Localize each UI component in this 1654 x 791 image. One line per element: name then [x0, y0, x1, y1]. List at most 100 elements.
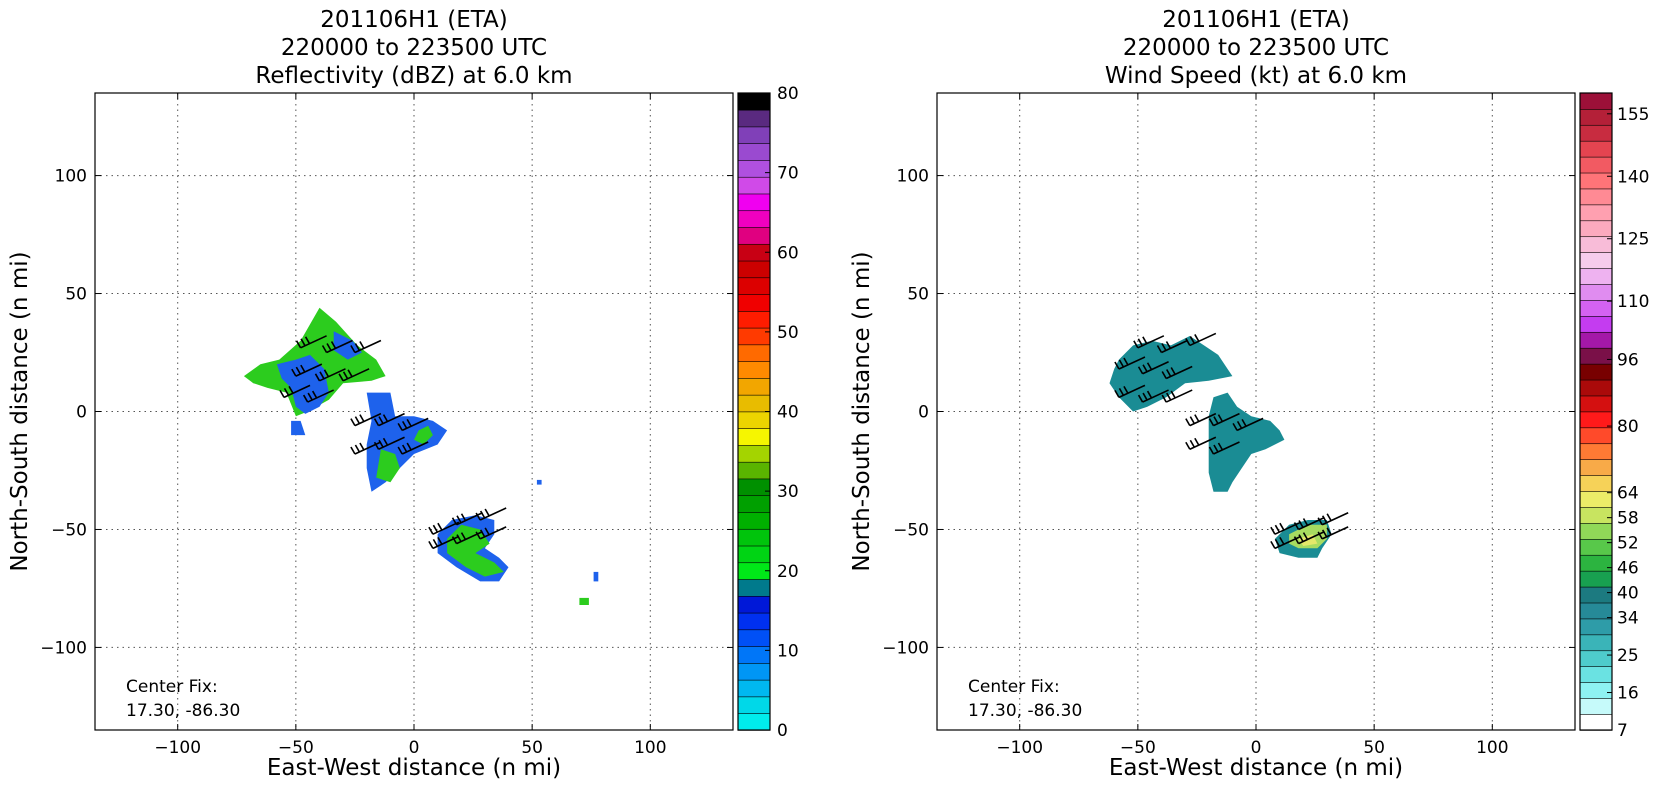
colorbar-segment [1579, 427, 1613, 445]
x-axis-label: East-West distance (n mi) [267, 755, 561, 781]
y-tick-label: −100 [882, 638, 929, 658]
chart-title-line: 220000 to 223500 UTC [281, 35, 547, 61]
echo-region [1109, 336, 1233, 412]
colorbar-segment [1579, 315, 1613, 333]
colorbar-segment [737, 662, 771, 681]
wind-barb-flag [1185, 418, 1191, 427]
wind-barb [1232, 417, 1264, 432]
colorbar-tick-label: 25 [1617, 646, 1639, 666]
wind-barb-flag [1217, 442, 1224, 451]
wind-barb-flag [1161, 343, 1167, 351]
wind-barb-flag [1166, 392, 1172, 401]
wind-barb [451, 530, 483, 545]
wind-barb-flag [1189, 439, 1196, 448]
colorbar-segment [1579, 347, 1613, 365]
wind-barb-flag [382, 437, 389, 446]
wind-barb-flag [330, 341, 337, 349]
y-axis-label: North-South distance (n mi) [7, 251, 33, 571]
colorbar-segment [1579, 156, 1613, 174]
wind-barb-flag [406, 418, 412, 427]
echo-region [536, 479, 542, 485]
colorbar-segment [737, 411, 771, 429]
x-tick-label: −100 [154, 738, 201, 758]
colorbar-segment [737, 595, 771, 614]
chart-panel-1: 201106H1 (ETA)220000 to 223500 UTCReflec… [7, 7, 799, 781]
colorbar-segment [1579, 172, 1613, 190]
colorbar-tick-label: 40 [1617, 584, 1639, 604]
colorbar-tick-label: 70 [777, 164, 799, 184]
wind-barb-flag [1317, 531, 1323, 540]
colorbar-tick-label: 96 [1617, 350, 1639, 370]
wind-barb-flag [1274, 538, 1281, 547]
colorbar-segment [737, 293, 771, 312]
wind-barb-flag [397, 422, 403, 431]
wind-barb-flag [1189, 336, 1196, 344]
wind-barb-flag [1146, 362, 1153, 371]
wind-barb-flag [1302, 532, 1309, 541]
wind-barb-flag [350, 418, 356, 427]
wind-barb-flag [437, 536, 443, 545]
x-tick-label: 50 [1363, 738, 1385, 758]
wind-barb-flag [456, 534, 462, 543]
wind-barb [295, 335, 327, 349]
colorbar-segment [1579, 522, 1613, 540]
colorbar-segment [1579, 570, 1613, 588]
wind-barb [1161, 365, 1193, 380]
y-tick-label: 100 [897, 167, 929, 187]
wind-barb-flag [397, 446, 403, 455]
y-tick-label: −50 [893, 520, 929, 540]
colorbar-tick-label: 40 [777, 403, 799, 423]
colorbar-tick-label: 50 [777, 323, 799, 343]
echo-region [333, 331, 362, 360]
colorbar-tick-label: 34 [1617, 609, 1639, 629]
colorbar-segment [737, 612, 771, 631]
wind-barb-flag [1270, 526, 1276, 535]
wind-barb-flag [300, 364, 306, 373]
colorbar-segment [737, 210, 771, 228]
wind-barb-flag [1161, 394, 1167, 403]
y-tick-label: 100 [55, 167, 87, 187]
wind-barb-flag [326, 343, 332, 351]
x-tick-label: 100 [634, 738, 666, 758]
wind-barb-flag [373, 418, 380, 427]
colorbar-segment [1579, 379, 1613, 397]
wind-barb-flag [279, 389, 285, 398]
chart-title-line: Reflectivity (dBZ) at 6.0 km [255, 63, 572, 89]
wind-barb [1185, 332, 1217, 347]
wind-barb [291, 363, 323, 377]
wind-barb-flag [359, 341, 365, 349]
colorbar-segment [737, 629, 771, 647]
wind-barb-flag [401, 444, 408, 453]
colorbar-tick-label: 52 [1617, 534, 1639, 554]
wind-barb-flag [373, 441, 380, 450]
wind-barb-flag [350, 345, 356, 353]
wind-barb-flag [283, 387, 290, 396]
wind-barb-flag [1156, 345, 1163, 353]
colorbar-segment [737, 528, 771, 547]
wind-barb-flag [321, 345, 328, 353]
wind-barb-flag [484, 527, 490, 536]
wind-barb [1114, 384, 1146, 399]
colorbar-segment [737, 159, 771, 178]
wind-barb-flag [1194, 437, 1200, 446]
wind-barb [475, 507, 507, 521]
colorbar-segment [1579, 602, 1613, 620]
echo-region [579, 597, 589, 605]
colorbar-segment [737, 327, 771, 346]
wind-barb-flag [1194, 334, 1200, 342]
wind-barb [1270, 521, 1302, 535]
wind-barb-flag [300, 338, 306, 347]
wind-barb-flag [1274, 524, 1281, 533]
wind-barb-flag [1137, 394, 1144, 403]
colorbar-segment [1579, 713, 1613, 731]
wind-barb-flag [1213, 444, 1219, 453]
colorbar-tick-label: 110 [1617, 292, 1649, 312]
wind-barb [338, 368, 370, 382]
wind-barb [1208, 412, 1240, 427]
wind-barb-flag [475, 512, 481, 521]
colorbar-frame [1579, 92, 1613, 731]
colorbar-segment [737, 126, 771, 144]
wind-barb-flag [382, 414, 389, 423]
colorbar-tick-label: 46 [1617, 559, 1639, 579]
colorbar-segment [1579, 220, 1613, 238]
